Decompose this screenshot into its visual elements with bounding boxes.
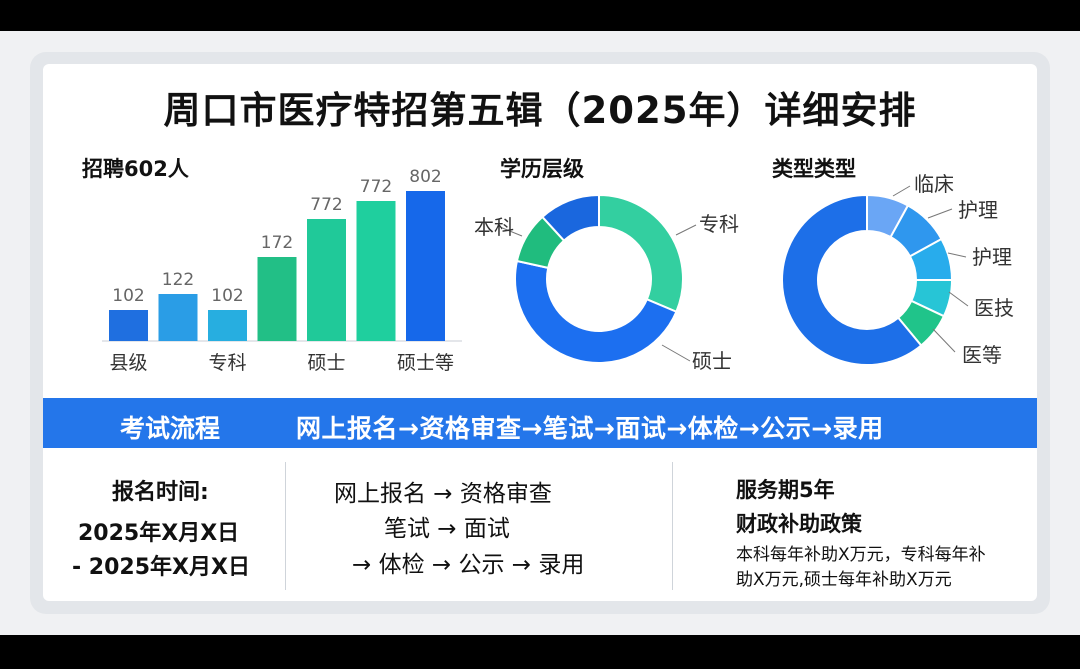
bar (406, 191, 445, 341)
bar-value-label: 102 (112, 286, 144, 306)
flow-detail-line-2: 笔试 → 面试 (384, 516, 510, 542)
process-label: 考试流程 (120, 414, 221, 443)
column-divider (285, 462, 286, 590)
donut-label: 临床 (914, 172, 954, 196)
subsidy-heading: 财政补助政策 (736, 512, 862, 536)
service-heading: 服务期5年 (736, 478, 835, 502)
bar-value-label: 172 (261, 233, 293, 253)
bar-category-label: 专科 (208, 352, 246, 374)
bar (158, 294, 198, 341)
donut-label: 本科 (474, 215, 514, 239)
donut-leader-line (948, 291, 969, 307)
subsidy-text-line-1: 本科每年补助X万元，专科每年补 (736, 545, 986, 565)
process-band (43, 398, 1037, 448)
bar-value-label: 102 (211, 286, 243, 306)
donut-label: 护理 (958, 198, 998, 222)
flow-detail-line-3: → 体检 → 公示 → 录用 (352, 552, 585, 578)
registration-end: - 2025年X月X日 (72, 555, 250, 580)
registration-start: 2025年X月X日 (78, 521, 240, 546)
donut-slice (540, 193, 600, 242)
donut-leader-line (499, 226, 523, 237)
page-title: 周口市医疗特招第五辑（2025年）详细安排 (163, 89, 917, 132)
donut-leader-line (661, 344, 691, 362)
donut-label: 硕士 (692, 349, 732, 373)
type-chart-title: 类型类型 (772, 157, 856, 181)
donut-leader-line (927, 208, 953, 219)
donut-label: 医技 (974, 296, 1014, 320)
process-flow: 网上报名→资格审查→笔试→面试→体检→公示→录用 (296, 414, 884, 443)
bar-category-label: 硕士等 (397, 352, 454, 374)
bar-category-label: 县级 (109, 352, 147, 374)
bar-category-label: 硕士 (307, 352, 345, 374)
bar-value-label: 772 (310, 195, 342, 215)
edu-chart-title: 学历层级 (500, 157, 584, 181)
donut-label: 护理 (972, 245, 1012, 269)
donut-slice (781, 193, 923, 366)
bar-chart: 102 县级 122 102 专科 172 772 硕士 772 802 硕士等 (102, 167, 462, 374)
flow-detail-line-1: 网上报名 → 资格审查 (334, 481, 552, 507)
donut-label: 专科 (699, 212, 739, 236)
donut-leader-line (932, 328, 956, 353)
donut-label: 医等 (962, 343, 1002, 367)
donut-leader-line (892, 185, 911, 197)
bar-value-label: 122 (162, 270, 194, 290)
donut-slice (514, 259, 678, 364)
donut-leader-line (675, 224, 697, 236)
column-divider (672, 462, 673, 590)
bar-value-label: 772 (360, 177, 392, 197)
subsidy-text-line-2: 助X万元,硕士每年补助X万元 (736, 570, 952, 590)
bar (109, 310, 148, 341)
bar (356, 201, 396, 341)
donut-leader-line (947, 252, 967, 258)
bar-chart-title: 招聘602人 (82, 157, 189, 181)
bar (307, 219, 346, 341)
bar (208, 310, 247, 341)
registration-heading: 报名时间: (112, 480, 209, 505)
bar (257, 257, 297, 341)
bar-value-label: 802 (409, 167, 441, 187)
